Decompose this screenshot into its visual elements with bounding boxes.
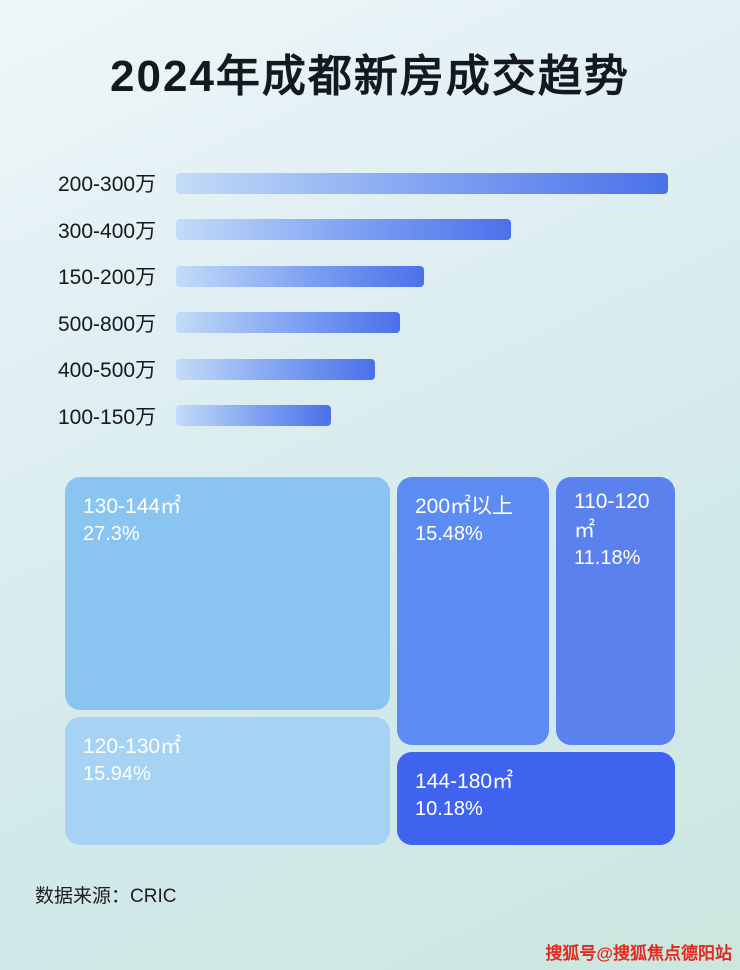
bar <box>176 265 425 287</box>
treemap-block-value: 27.3% <box>83 523 140 545</box>
bar-track <box>176 358 668 380</box>
treemap-block-200-plus: 200㎡以上 15.48% <box>397 477 549 745</box>
treemap-block-label: 200㎡以上 <box>415 495 514 518</box>
bar-row: 200-300万 <box>58 160 740 207</box>
treemap-block-value: 10.18% <box>415 798 483 820</box>
treemap-block-130-144: 130-144㎡ 27.3% <box>65 477 390 710</box>
bar-track <box>176 219 668 241</box>
treemap-block-label: 110-120㎡ <box>574 490 650 542</box>
page-title: 2024年成都新房成交趋势 <box>110 52 630 101</box>
bar-label: 100-150万 <box>58 405 157 429</box>
treemap-block-label: 120-130㎡ <box>83 735 182 758</box>
treemap-block-value: 15.48% <box>415 523 483 545</box>
data-source-label: 数据来源：CRIC <box>35 886 177 907</box>
bar-row: 100-150万 <box>58 393 740 440</box>
bar <box>176 172 668 194</box>
treemap-block-110-120: 110-120㎡ 11.18% <box>556 477 675 745</box>
bar <box>176 312 400 334</box>
bar <box>176 358 376 380</box>
bar-track <box>176 405 668 427</box>
bar-label: 150-200万 <box>58 266 157 290</box>
bar-track <box>176 312 668 334</box>
treemap-block-144-180: 144-180㎡ 10.18% <box>397 752 675 845</box>
bar <box>176 219 511 241</box>
area-size-treemap: 130-144㎡ 27.3% 120-130㎡ 15.94% 200㎡以上 15… <box>65 477 675 845</box>
bar-row: 150-200万 <box>58 253 740 300</box>
treemap-block-120-130: 120-130㎡ 15.94% <box>65 717 390 845</box>
treemap-block-value: 11.18% <box>574 547 641 569</box>
price-range-bar-chart: 200-300万 300-400万 150-200万 500-800万 400-… <box>58 160 740 439</box>
bar-row: 400-500万 <box>58 346 740 393</box>
bar-track <box>176 265 668 287</box>
watermark: 搜狐号@搜狐焦点德阳站 <box>545 944 732 963</box>
treemap-block-value: 15.94% <box>83 763 151 785</box>
bar-row: 500-800万 <box>58 300 740 347</box>
bar-label: 400-500万 <box>58 359 157 383</box>
bar <box>176 405 331 427</box>
treemap-block-label: 144-180㎡ <box>415 770 514 793</box>
bar-label: 200-300万 <box>58 173 157 197</box>
bar-row: 300-400万 <box>58 207 740 254</box>
bar-track <box>176 172 668 194</box>
bar-label: 300-400万 <box>58 219 157 243</box>
bar-label: 500-800万 <box>58 312 157 336</box>
treemap-block-label: 130-144㎡ <box>83 495 182 518</box>
